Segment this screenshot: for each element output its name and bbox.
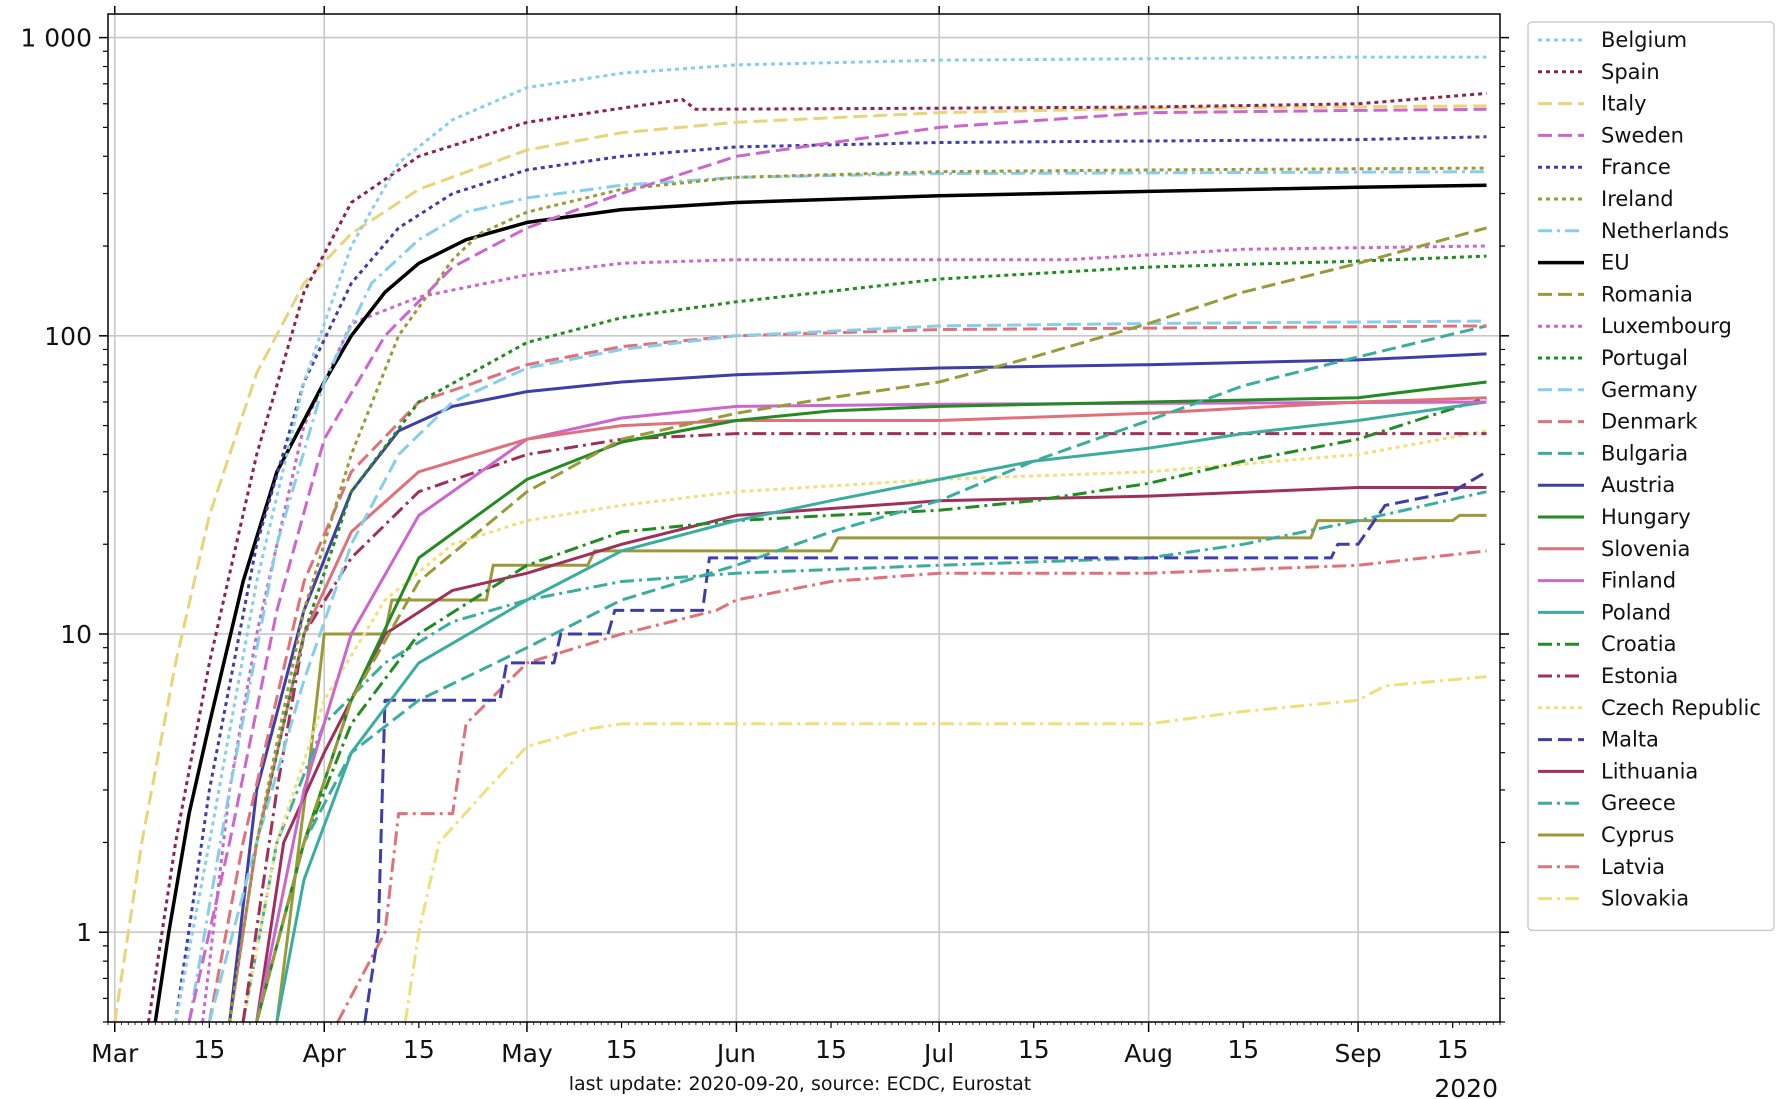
legend-label-poland: Poland	[1601, 600, 1671, 624]
legend-label-romania: Romania	[1601, 282, 1693, 306]
legend-label-latvia: Latvia	[1601, 855, 1665, 879]
x-minor-tick-label: 15	[403, 1035, 435, 1064]
legend-label-netherlands: Netherlands	[1601, 219, 1729, 243]
series-line-austria	[228, 352, 1487, 1022]
x-tick-label: Aug	[1124, 1039, 1173, 1068]
source-note: last update: 2020-09-20, source: ECDC, E…	[569, 1073, 1032, 1095]
series-line-netherlands	[187, 170, 1487, 1022]
legend-label-france: France	[1601, 155, 1671, 179]
series-line-denmark	[207, 324, 1487, 1022]
series-line-france	[174, 135, 1487, 1022]
series-line-romania	[255, 226, 1487, 1022]
legend-label-slovakia: Slovakia	[1601, 887, 1689, 911]
series-line-czech-republic	[241, 429, 1487, 1022]
x-minor-tick-label: 15	[193, 1035, 225, 1064]
series-line-hungary	[255, 380, 1487, 1022]
legend-label-cyprus: Cyprus	[1601, 823, 1674, 847]
legend-label-czech-republic: Czech Republic	[1601, 696, 1761, 720]
legend-label-malta: Malta	[1601, 728, 1659, 752]
series-line-eu	[153, 183, 1487, 1022]
legend-label-austria: Austria	[1601, 473, 1675, 497]
series-line-bulgaria	[255, 324, 1487, 1022]
legend: Belgium Spain Italy Sweden France Ireland Neth…	[1527, 21, 1775, 932]
y-tick-label: 1 000	[20, 24, 92, 53]
x-tick-label: Jun	[715, 1039, 756, 1068]
x-tick-label: May	[501, 1039, 553, 1068]
legend-label-greece: Greece	[1601, 791, 1676, 815]
legend-label-italy: Italy	[1601, 92, 1647, 116]
legend-label-hungary: Hungary	[1601, 505, 1691, 529]
series-line-slovenia	[228, 396, 1487, 1022]
y-tick-label: 100	[44, 322, 92, 351]
x-tick-label: Jul	[922, 1039, 954, 1068]
series-line-slovakia	[403, 675, 1487, 1022]
legend-label-lithuania: Lithuania	[1601, 759, 1698, 783]
year-label: 2020	[1434, 1074, 1498, 1099]
x-minor-tick-label: 15	[606, 1035, 638, 1064]
legend-label-bulgaria: Bulgaria	[1601, 441, 1688, 465]
x-tick-label: Sep	[1335, 1039, 1382, 1068]
legend-label-finland: Finland	[1601, 569, 1676, 593]
legend-label-germany: Germany	[1601, 378, 1698, 402]
legend-label-ireland: Ireland	[1601, 187, 1674, 211]
series-line-cyprus	[275, 513, 1487, 1022]
x-minor-tick-label: 15	[1437, 1035, 1469, 1064]
series-line-belgium	[174, 55, 1487, 1022]
series-line-lithuania	[255, 486, 1487, 1022]
x-tick-label: Apr	[303, 1039, 347, 1068]
x-minor-tick-label: 15	[815, 1035, 847, 1064]
x-tick-label: Mar	[91, 1039, 139, 1068]
legend-box	[1527, 21, 1775, 932]
series-line-latvia	[336, 549, 1487, 1022]
series-line-finland	[255, 400, 1487, 1022]
x-minor-tick-label: 15	[1227, 1035, 1259, 1064]
series-line-italy	[113, 104, 1487, 1022]
legend-label-slovenia: Slovenia	[1601, 537, 1690, 561]
legend-label-portugal: Portugal	[1601, 346, 1688, 370]
legend-label-denmark: Denmark	[1601, 410, 1698, 434]
x-minor-tick-label: 15	[1018, 1035, 1050, 1064]
series-line-poland	[275, 400, 1487, 1022]
series-line-portugal	[228, 254, 1487, 1022]
series-line-luxembourg	[201, 244, 1487, 1022]
axes: 1 10 100 1 000 Mar Apr May Jun Jul Aug Sep 15 15 15 15…	[20, 6, 1509, 1068]
series-line-malta	[363, 470, 1488, 1022]
series-line-estonia	[241, 432, 1487, 1022]
series-line-spain	[147, 91, 1487, 1022]
series-lines	[113, 55, 1488, 1022]
legend-label-belgium: Belgium	[1601, 28, 1687, 52]
series-line-croatia	[255, 396, 1487, 1022]
series-line-ireland	[228, 166, 1487, 1022]
y-tick-label: 1	[76, 918, 92, 947]
legend-label-eu: EU	[1601, 251, 1630, 275]
series-line-sweden	[187, 107, 1487, 1022]
legend-label-luxembourg: Luxembourg	[1601, 314, 1732, 338]
legend-label-sweden: Sweden	[1601, 123, 1684, 147]
legend-label-croatia: Croatia	[1601, 632, 1677, 656]
y-tick-label: 10	[60, 620, 92, 649]
legend-label-spain: Spain	[1601, 60, 1660, 84]
series-line-germany	[207, 319, 1487, 1022]
legend-label-estonia: Estonia	[1601, 664, 1678, 688]
